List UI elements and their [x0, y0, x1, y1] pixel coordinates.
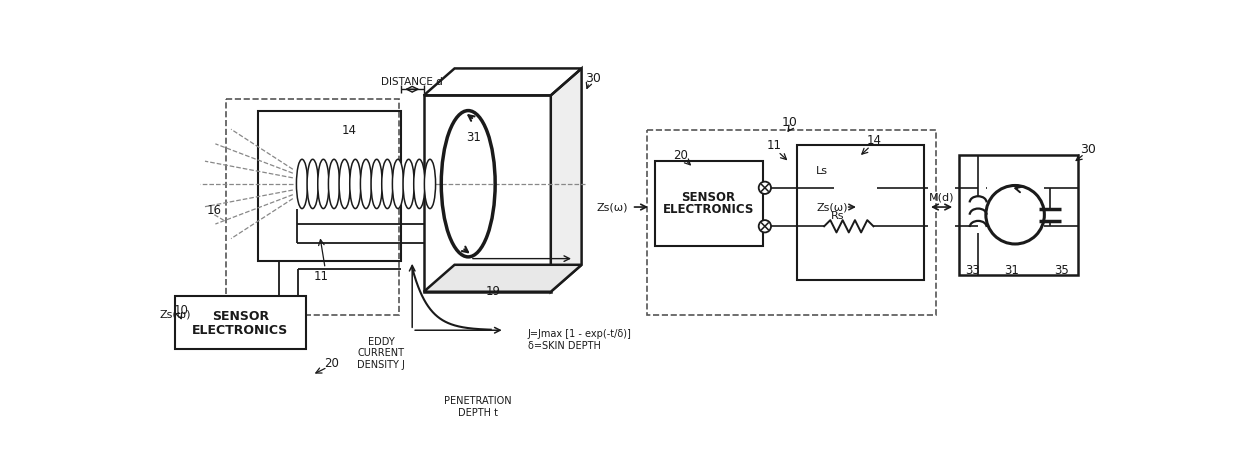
Text: ELECTRONICS: ELECTRONICS [192, 324, 289, 337]
Text: δ=SKIN DEPTH: δ=SKIN DEPTH [528, 341, 600, 351]
Text: 30: 30 [1080, 143, 1096, 156]
Circle shape [759, 220, 771, 232]
Polygon shape [551, 68, 582, 292]
Ellipse shape [350, 159, 361, 209]
Text: 10: 10 [174, 304, 188, 318]
Bar [226, 99, 399, 315]
Bar [424, 95, 551, 292]
Text: Ls: Ls [816, 166, 828, 176]
Bar [959, 155, 1079, 275]
Text: 33: 33 [966, 264, 980, 277]
Ellipse shape [371, 159, 382, 209]
Text: J=Jmax [1 - exp(-t/δ)]: J=Jmax [1 - exp(-t/δ)] [528, 329, 631, 339]
Text: EDDY
CURRENT
DENSITY J: EDDY CURRENT DENSITY J [357, 337, 405, 370]
Ellipse shape [329, 159, 340, 209]
Text: 14: 14 [341, 124, 357, 137]
Bar [175, 296, 306, 349]
Text: 31: 31 [1004, 264, 1019, 277]
Text: SENSOR: SENSOR [682, 191, 735, 203]
Bar [797, 146, 924, 280]
Text: 20: 20 [324, 357, 339, 370]
Text: 16: 16 [207, 204, 222, 218]
Text: Rs: Rs [831, 210, 844, 220]
Text: 11: 11 [314, 270, 329, 283]
Polygon shape [424, 265, 582, 292]
Text: 19: 19 [486, 285, 501, 298]
Text: 35: 35 [1054, 264, 1069, 277]
Ellipse shape [424, 159, 435, 209]
Ellipse shape [296, 159, 308, 209]
Text: Zs(ω): Zs(ω) [816, 202, 848, 212]
Text: 20: 20 [673, 149, 688, 162]
Circle shape [759, 182, 771, 194]
Ellipse shape [317, 159, 329, 209]
Ellipse shape [392, 159, 403, 209]
Ellipse shape [382, 159, 393, 209]
Text: 14: 14 [867, 134, 882, 146]
Ellipse shape [308, 159, 319, 209]
Bar [647, 130, 936, 315]
Text: 10: 10 [781, 116, 797, 129]
Bar [258, 111, 401, 261]
Text: 11: 11 [766, 139, 781, 152]
Ellipse shape [361, 159, 372, 209]
Text: 30: 30 [585, 72, 601, 85]
Text: PENETRATION
DEPTH t: PENETRATION DEPTH t [444, 396, 511, 418]
Text: Zs(ω): Zs(ω) [596, 202, 627, 212]
Text: M(d): M(d) [929, 193, 954, 203]
Text: ELECTRONICS: ELECTRONICS [663, 203, 754, 216]
Bar [655, 161, 763, 246]
Text: Zs(ω): Zs(ω) [160, 310, 191, 320]
Ellipse shape [403, 159, 414, 209]
Ellipse shape [414, 159, 425, 209]
Text: 31: 31 [466, 131, 481, 144]
Text: DISTANCE d: DISTANCE d [382, 77, 443, 87]
Ellipse shape [339, 159, 350, 209]
Text: SENSOR: SENSOR [212, 310, 269, 323]
